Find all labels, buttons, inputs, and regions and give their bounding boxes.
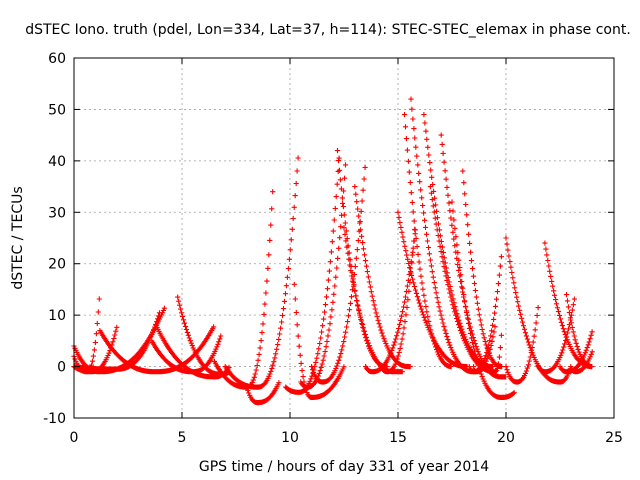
plus-marks <box>503 305 541 385</box>
series-arc-32 <box>503 305 541 385</box>
data-marks <box>71 96 595 406</box>
plus-marks <box>71 305 167 375</box>
y-tick-label: 10 <box>48 308 66 324</box>
y-tick-label: 20 <box>48 257 66 273</box>
series-arc-22 <box>401 112 454 370</box>
y-tick-label: 0 <box>57 360 66 376</box>
plus-marks <box>149 333 224 375</box>
x-tick-label: 15 <box>389 430 407 446</box>
x-tick-label: 5 <box>178 430 187 446</box>
y-tick-label: -10 <box>43 411 66 427</box>
series-arc-30 <box>471 324 498 375</box>
grid-layer <box>74 58 614 418</box>
series-arc-08 <box>149 333 224 375</box>
plus-marks <box>71 296 102 375</box>
series-arc-13 <box>283 155 342 395</box>
plus-marks <box>211 189 276 390</box>
series-arc-20 <box>378 226 418 375</box>
series-arc-09 <box>211 189 276 390</box>
plus-marks <box>222 155 301 390</box>
series-arc-14 <box>298 162 349 390</box>
plus-marks <box>244 380 282 406</box>
series-arc-01 <box>71 305 167 375</box>
x-tick-label: 0 <box>70 430 79 446</box>
plus-marks <box>401 112 454 370</box>
series-arc-10 <box>222 155 301 390</box>
x-tick-label: 10 <box>281 430 299 446</box>
plus-marks <box>471 324 498 375</box>
plus-marks <box>283 155 342 395</box>
chart-title: dSTEC Iono. truth (pdel, Lon=334, Lat=37… <box>25 22 631 38</box>
series-arc-11 <box>244 380 282 406</box>
series-arc-23 <box>408 96 478 375</box>
y-tick-label: 30 <box>48 205 66 221</box>
x-axis-label: GPS time / hours of day 331 of year 2014 <box>199 459 489 475</box>
series-arc-15 <box>309 164 368 385</box>
plus-marks <box>298 162 349 390</box>
y-axis-label: dSTEC / TECUs <box>10 186 26 289</box>
y-tick-label: 40 <box>48 154 66 170</box>
y-tick-label: 60 <box>48 51 66 67</box>
plus-marks <box>568 349 595 375</box>
plot-frame <box>73 57 615 419</box>
series-arc-37 <box>568 349 595 375</box>
y-tick-label: 50 <box>48 102 66 118</box>
series-arc-03 <box>71 296 102 375</box>
x-tick-label: 20 <box>497 430 515 446</box>
plus-marks <box>378 226 418 375</box>
plus-marks <box>408 96 478 375</box>
plus-marks <box>309 164 368 385</box>
x-tick-label: 25 <box>605 430 623 446</box>
